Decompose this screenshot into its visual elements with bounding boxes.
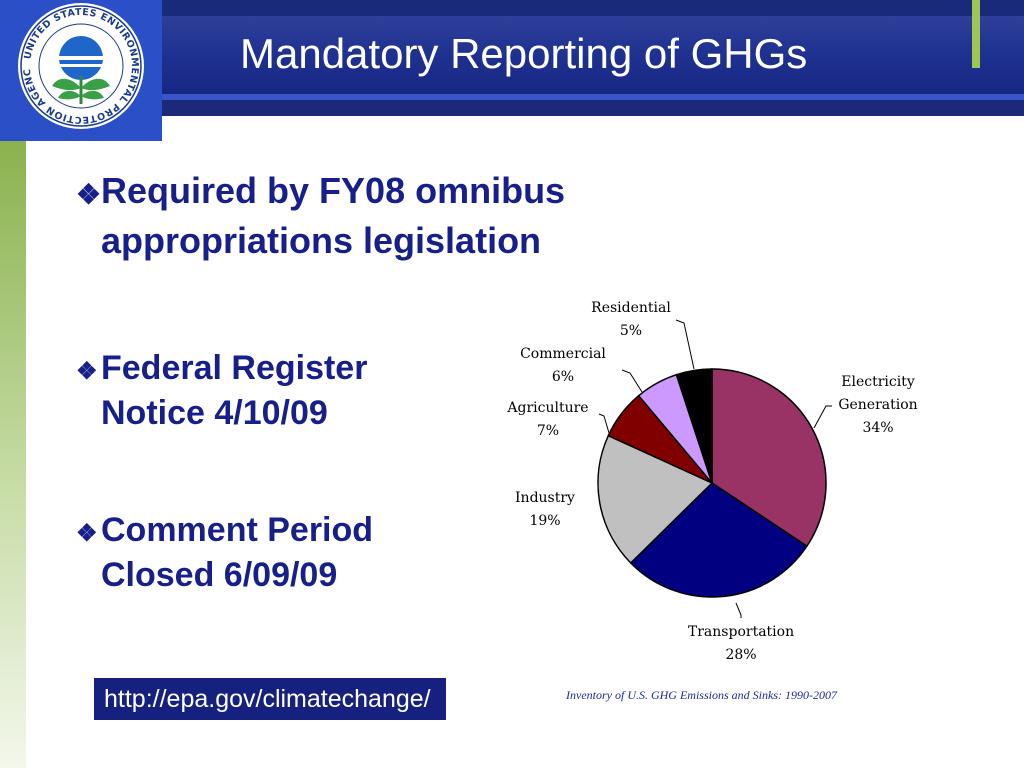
bullet-2: ❖ Federal Register Notice 4/10/09: [76, 346, 436, 436]
leader-line: [813, 405, 832, 429]
accent-line: [972, 0, 980, 68]
pie-slice-residential: [675, 368, 713, 484]
source-note: Inventory of U.S. GHG Emissions and Sink…: [566, 688, 837, 702]
leader-line: [735, 602, 742, 618]
bullet-1: ❖ Required by FY08 omnibus appropriation…: [76, 166, 716, 266]
left-accent-bar: [0, 141, 26, 768]
climatechange-link[interactable]: http://epa.gov/climatechange/: [104, 685, 431, 713]
bullet-3: ❖ Comment Period Closed 6/09/09: [76, 508, 436, 598]
header-stripe-lower: [162, 100, 1024, 116]
header-stripe: [162, 94, 1024, 100]
leader-line: [675, 319, 695, 370]
leader-line: [598, 413, 610, 434]
slice-label-residential: Residential 5%: [591, 300, 671, 339]
pie-slice-transportation: [629, 482, 808, 598]
logo-panel: UNITED STATES ENVIRONMENTAL PROTECTION A…: [0, 0, 162, 141]
diamond-bullet-icon: ❖: [76, 179, 102, 210]
slice-label-industry: Industry 19%: [515, 490, 575, 529]
slice-label-electricity-generation: Electricity Generation 34%: [838, 374, 917, 436]
pie-slice-industry: [597, 434, 714, 565]
bullet-text: Required by FY08 omnibus appropriations …: [101, 170, 566, 261]
header-title-bar: [162, 16, 1024, 94]
slice-label-commercial: Commercial 6%: [520, 346, 606, 385]
leader-line: [621, 369, 643, 393]
diamond-bullet-icon: ❖: [76, 520, 98, 547]
slice-label-transportation: Transportation 28%: [688, 624, 794, 663]
slide-title: Mandatory Reporting of GHGs: [240, 30, 808, 77]
epa-logo: UNITED STATES ENVIRONMENTAL PROTECTION A…: [0, 0, 144, 129]
ghg-pie-chart: Electricity Generation 34% Transportation 28…: [506, 300, 917, 663]
slice-label-agriculture: Agriculture 7%: [506, 400, 588, 439]
diamond-bullet-icon: ❖: [76, 358, 98, 385]
url-box[interactable]: [94, 678, 446, 720]
bullet-text: Federal Register Notice 4/10/09: [101, 349, 368, 432]
bullet-text: Comment Period Closed 6/09/09: [101, 511, 374, 594]
